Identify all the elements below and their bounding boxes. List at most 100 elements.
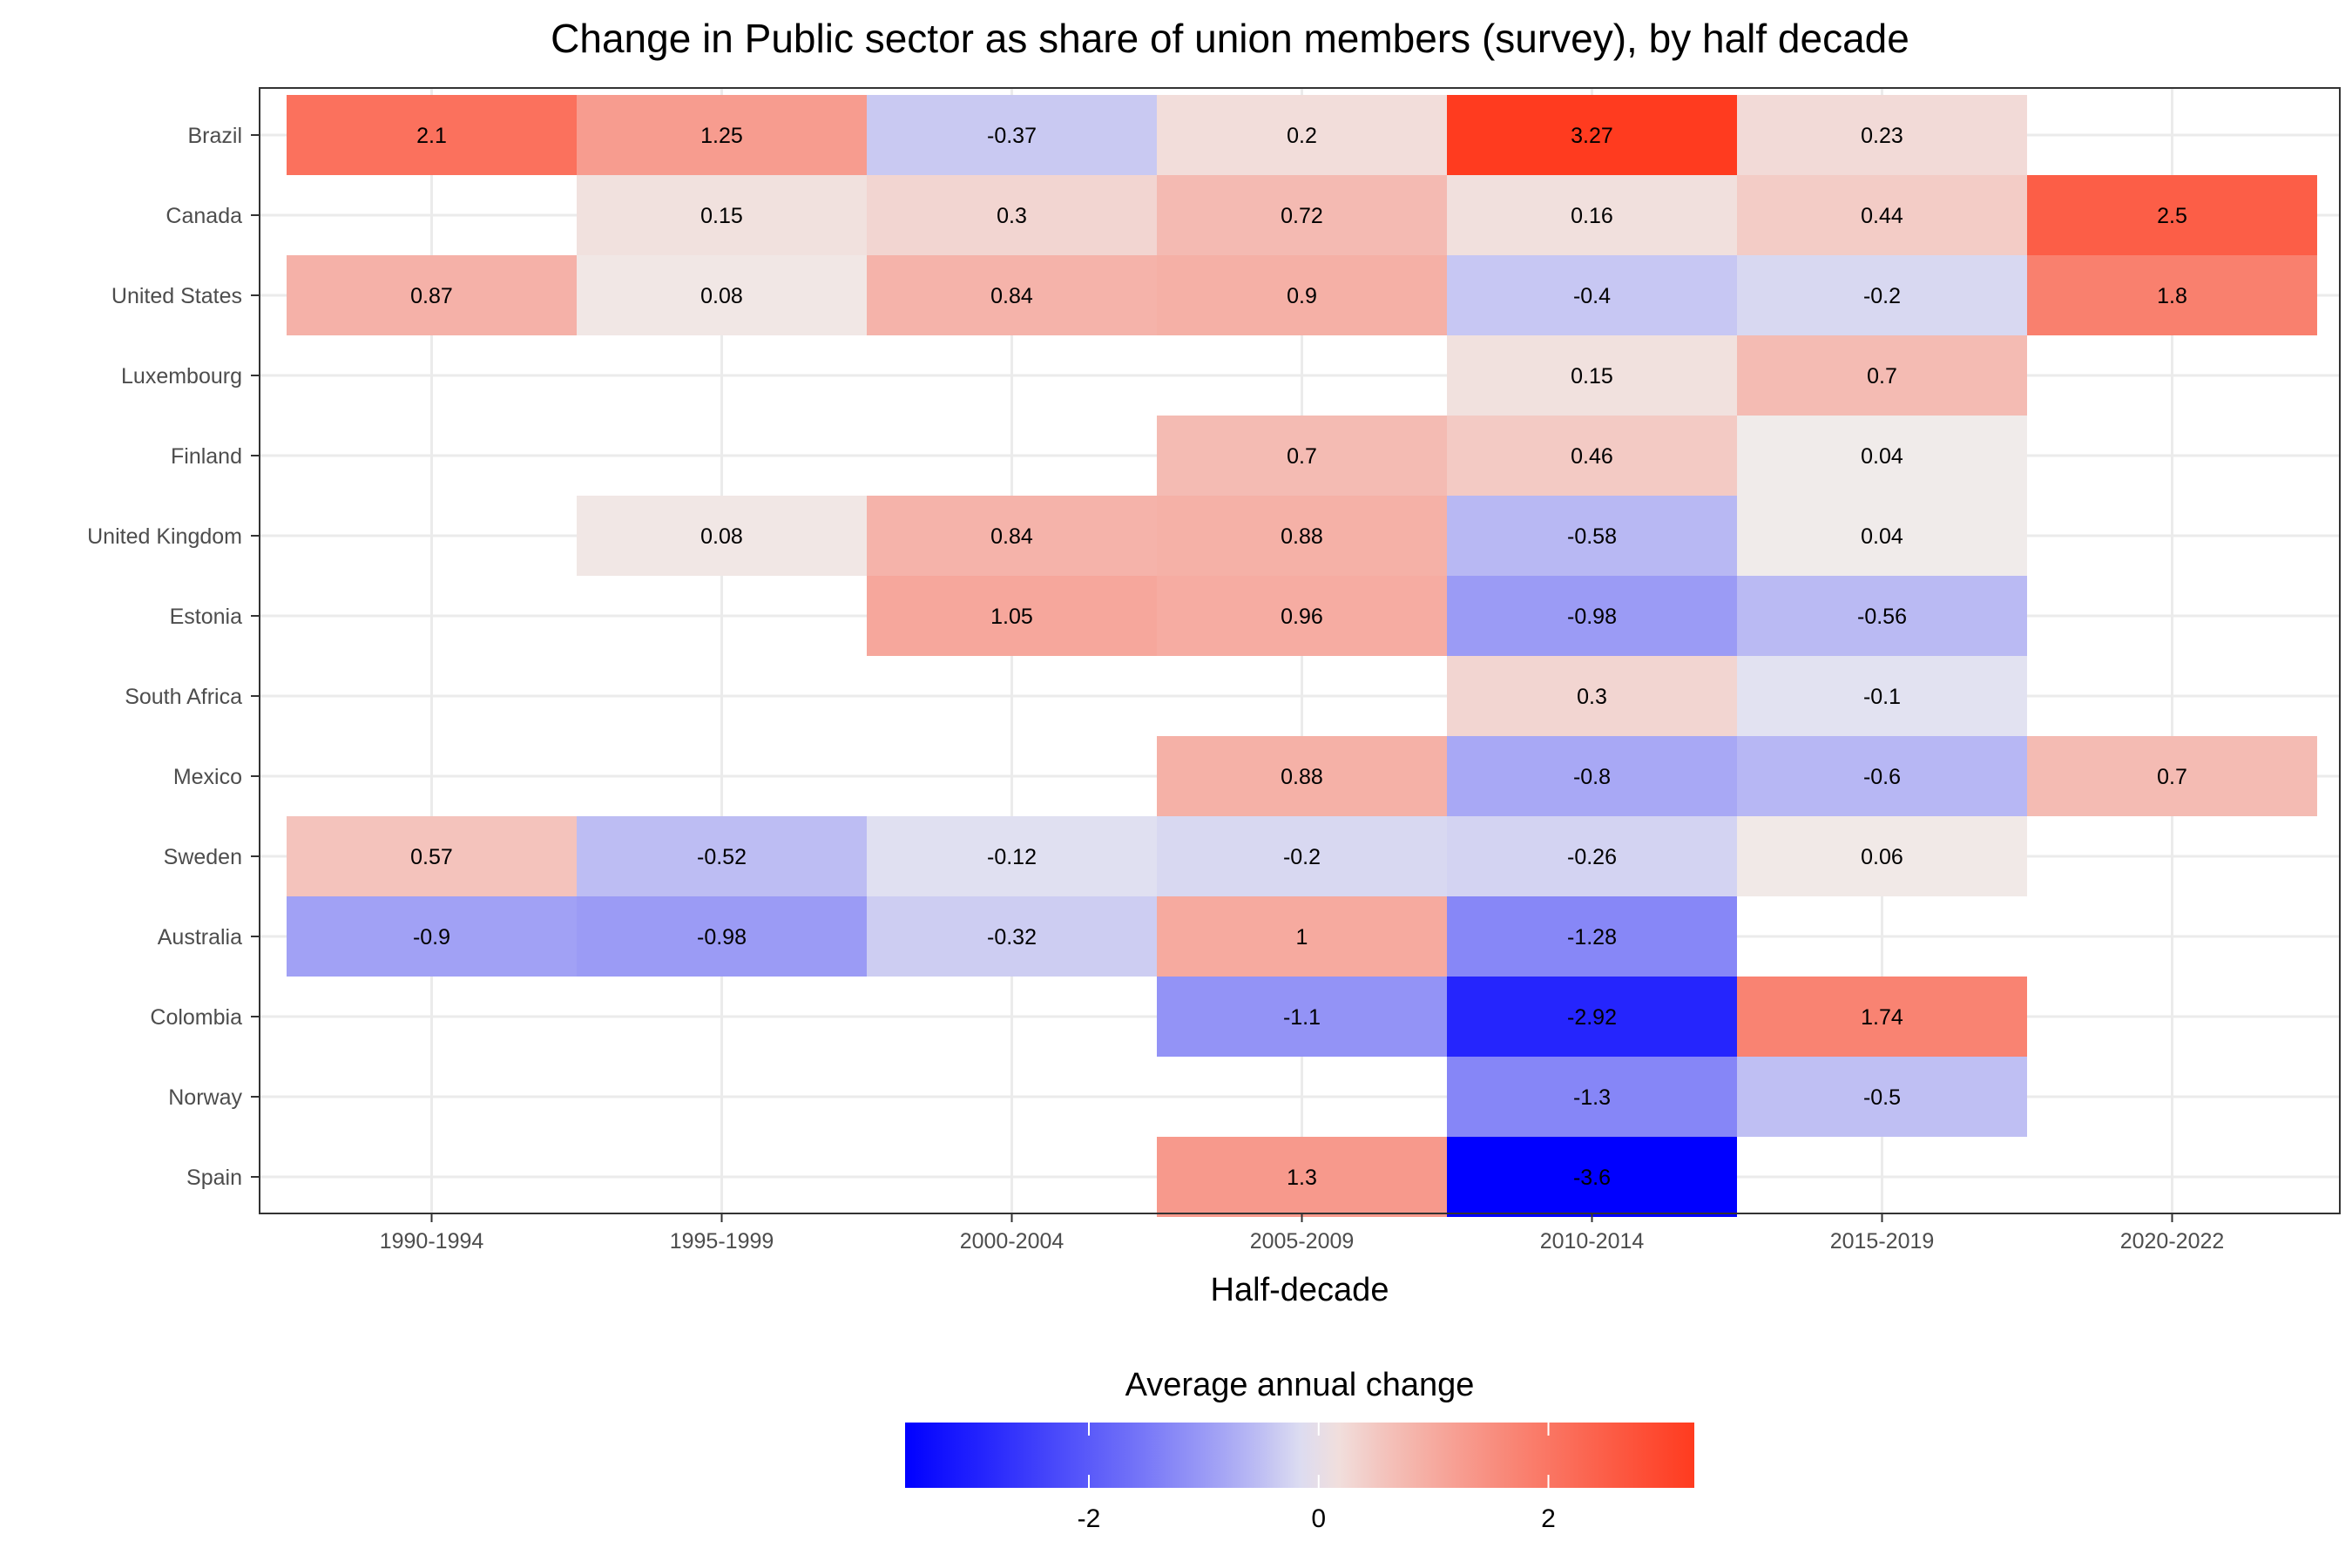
cell-value-label: -0.2 <box>1283 845 1321 869</box>
cell-value-label: 0.7 <box>1287 444 1317 469</box>
y-tick-label: Mexico <box>173 765 242 789</box>
cell-value-label: 0.7 <box>2157 765 2187 789</box>
heatmap-cell <box>2027 736 2317 816</box>
cell-value-label: 0.7 <box>1867 364 1897 389</box>
heatmap-cell <box>1157 977 1447 1057</box>
heatmap-cell <box>1447 1137 1737 1217</box>
cell-value-label: 0.9 <box>1287 284 1317 308</box>
cell-value-label: 0.88 <box>1281 765 1323 789</box>
heatmap-cell <box>1447 736 1737 816</box>
heatmap-cell <box>577 95 867 175</box>
cell-value-label: 0.88 <box>1281 524 1323 549</box>
cell-value-label: -0.1 <box>1863 685 1901 709</box>
cell-value-label: -0.98 <box>697 925 747 950</box>
cell-value-label: 1.25 <box>700 124 743 148</box>
x-tick-label: 2015-2019 <box>1830 1229 1935 1254</box>
heatmap-cell <box>1737 255 2027 335</box>
y-tick-label: Spain <box>186 1166 242 1190</box>
heatmap-cell <box>1157 736 1447 816</box>
chart-title: Change in Public sector as share of unio… <box>551 16 1909 61</box>
heatmap-cell <box>1737 416 2027 496</box>
heatmap-cell <box>577 896 867 977</box>
cell-value-label: -0.9 <box>413 925 450 950</box>
heatmap-cell <box>287 896 577 977</box>
heatmap-cells <box>287 95 2317 1217</box>
cell-value-labels: 2.1 1.25 -0.37 0.2 3.27 0.23 0.15 0.3 0.72 0.16 0.… <box>410 124 2187 1190</box>
heatmap-cell <box>1737 656 2027 736</box>
cell-value-label: -1.1 <box>1283 1005 1321 1030</box>
heatmap-cell <box>577 496 867 576</box>
heatmap-cell <box>1737 496 2027 576</box>
cell-value-label: 1.74 <box>1861 1005 1903 1030</box>
y-tick-label: Estonia <box>170 605 242 629</box>
cell-value-label: -0.52 <box>697 845 747 869</box>
cell-value-label: 0.96 <box>1281 605 1323 629</box>
heatmap-cell <box>2027 255 2317 335</box>
heatmap-cell <box>2027 175 2317 255</box>
y-tick-label: South Africa <box>125 685 242 709</box>
cell-value-label: 1 <box>1296 925 1308 950</box>
cell-value-label: 0.84 <box>990 284 1033 308</box>
heatmap-cell <box>1157 496 1447 576</box>
cell-value-label: -0.6 <box>1863 765 1901 789</box>
heatmap-cell <box>1157 816 1447 896</box>
y-tick-label: Colombia <box>150 1005 242 1030</box>
heatmap-cell <box>1737 1057 2027 1137</box>
heatmap-cell <box>1737 816 2027 896</box>
heatmap-cell <box>577 816 867 896</box>
cell-value-label: 0.46 <box>1571 444 1613 469</box>
heatmap-cell <box>1447 977 1737 1057</box>
cell-value-label: -0.58 <box>1567 524 1617 549</box>
cell-value-label: -0.37 <box>987 124 1037 148</box>
y-axis: Brazil Canada United States Luxembourg Finla… <box>87 124 260 1190</box>
panel-border <box>259 87 2341 1214</box>
heatmap-cell <box>867 896 1157 977</box>
y-tick-label: United States <box>112 284 242 308</box>
legend-tick-label: 0 <box>1311 1504 1326 1533</box>
heatmap-cell <box>287 816 577 896</box>
heatmap-cell <box>1447 496 1737 576</box>
heatmap-cell <box>1737 977 2027 1057</box>
heatmap-cell <box>867 95 1157 175</box>
y-tick-label: Norway <box>168 1085 242 1110</box>
heatmap-cell <box>1447 1057 1737 1137</box>
cell-value-label: -0.26 <box>1567 845 1617 869</box>
cell-value-label: 0.15 <box>1571 364 1613 389</box>
cell-value-label: 0.08 <box>700 284 743 308</box>
y-tick-label: Australia <box>158 925 242 950</box>
cell-value-label: 0.08 <box>700 524 743 549</box>
cell-value-label: -0.8 <box>1573 765 1611 789</box>
heatmap-cell <box>1737 335 2027 416</box>
cell-value-label: -0.4 <box>1573 284 1611 308</box>
cell-value-label: 1.05 <box>990 605 1033 629</box>
legend-title: Average annual change <box>1125 1367 1475 1403</box>
x-tick-label: 1990-1994 <box>380 1229 484 1254</box>
cell-value-label: -0.98 <box>1567 605 1617 629</box>
heatmap-cell <box>1447 896 1737 977</box>
heatmap-cell <box>1447 95 1737 175</box>
cell-value-label: 2.1 <box>416 124 447 148</box>
legend-ticks: -2 0 2 <box>1078 1423 1556 1533</box>
heatmap-cell <box>1737 95 2027 175</box>
legend-colorbar <box>905 1423 1694 1488</box>
cell-value-label: -2.92 <box>1567 1005 1617 1030</box>
legend-tick-label: -2 <box>1078 1504 1101 1533</box>
cell-value-label: 0.84 <box>990 524 1033 549</box>
x-tick-label: 1995-1999 <box>670 1229 774 1254</box>
cell-value-label: -0.32 <box>987 925 1037 950</box>
heatmap-cell <box>1157 255 1447 335</box>
x-axis-title: Half-decade <box>1211 1272 1389 1308</box>
heatmap-cell <box>287 255 577 335</box>
heatmap-cell <box>1447 656 1737 736</box>
cell-value-label: -1.28 <box>1567 925 1617 950</box>
heatmap-cell <box>1157 95 1447 175</box>
cell-value-label: -0.2 <box>1863 284 1901 308</box>
cell-value-label: 1.8 <box>2157 284 2187 308</box>
cell-value-label: 2.5 <box>2157 204 2187 228</box>
heatmap-cell <box>867 175 1157 255</box>
cell-value-label: 0.57 <box>410 845 453 869</box>
x-tick-label: 2020-2022 <box>2120 1229 2225 1254</box>
legend-tick-label: 2 <box>1541 1504 1556 1533</box>
cell-value-label: -0.12 <box>987 845 1037 869</box>
